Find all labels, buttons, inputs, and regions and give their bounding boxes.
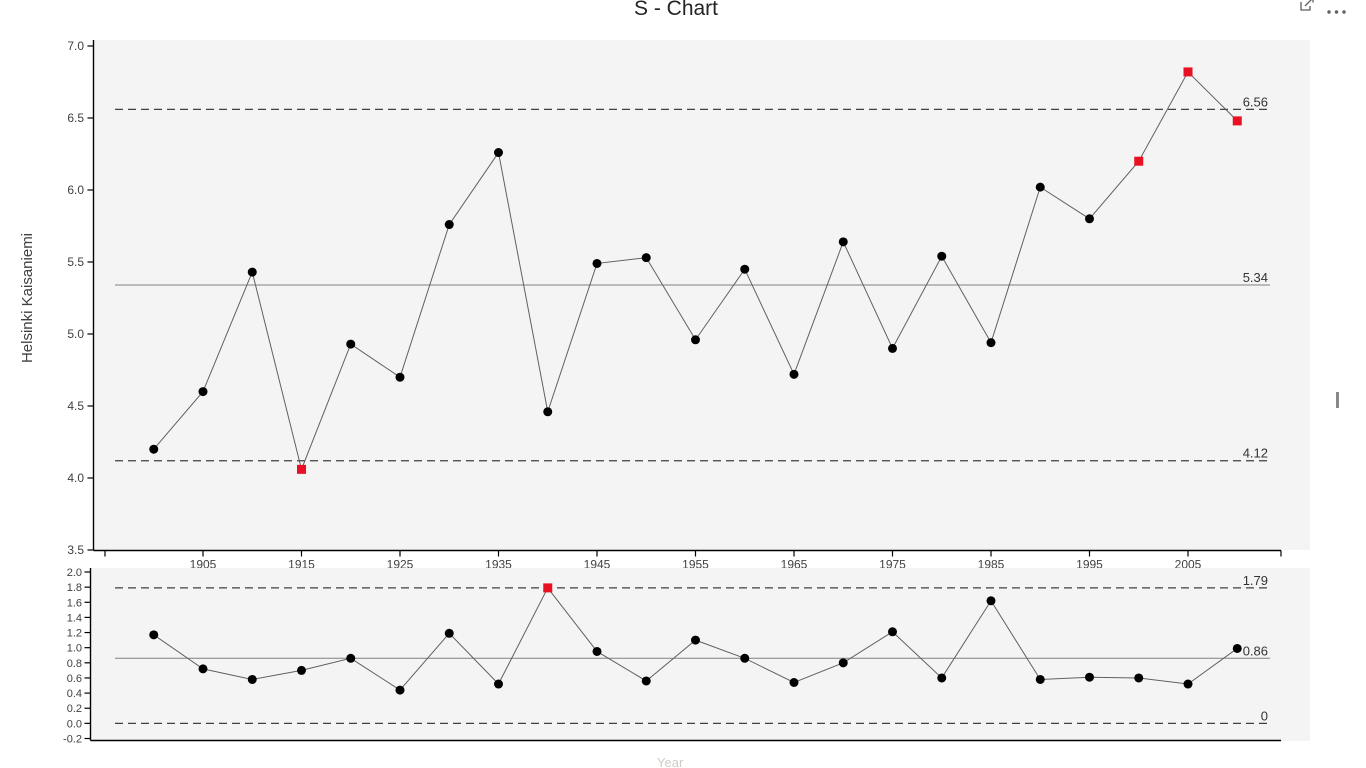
data-point[interactable] xyxy=(494,679,503,689)
data-point[interactable] xyxy=(691,635,700,645)
data-point[interactable] xyxy=(838,237,848,247)
y-tick-label: 4.0 xyxy=(67,471,84,485)
data-point[interactable] xyxy=(444,628,454,638)
data-point[interactable] xyxy=(838,658,848,668)
data-point[interactable] xyxy=(986,338,996,348)
data-point[interactable] xyxy=(395,685,405,695)
data-point[interactable] xyxy=(937,673,947,683)
cl-label: 5.34 xyxy=(1243,270,1268,285)
y-tick-label: -0.2 xyxy=(63,734,82,746)
data-point[interactable] xyxy=(444,220,454,230)
data-point[interactable] xyxy=(149,444,159,454)
data-point[interactable] xyxy=(1183,679,1193,689)
out-of-control-point[interactable] xyxy=(543,583,553,593)
data-point[interactable] xyxy=(641,253,651,263)
lcl-label: 0 xyxy=(1261,708,1268,723)
cl-label: 0.86 xyxy=(1243,643,1268,658)
y-tick-label: 6.0 xyxy=(67,183,84,197)
plot-area xyxy=(94,40,1310,550)
data-point[interactable] xyxy=(1134,673,1144,683)
data-point[interactable] xyxy=(888,343,897,353)
more-options-icon[interactable] xyxy=(1326,3,1348,21)
y-tick-label: 1.0 xyxy=(67,643,82,655)
out-of-control-point[interactable] xyxy=(297,464,306,474)
y-tick-label: 0.4 xyxy=(67,688,82,700)
data-point[interactable] xyxy=(789,369,799,379)
data-point[interactable] xyxy=(198,664,208,674)
data-point[interactable] xyxy=(691,335,700,345)
data-point[interactable] xyxy=(346,653,356,663)
ucl-label: 1.79 xyxy=(1243,573,1268,588)
data-point[interactable] xyxy=(494,148,503,158)
plot-area xyxy=(91,568,1310,741)
y-tick-label: 2.0 xyxy=(67,567,82,579)
data-point[interactable] xyxy=(247,267,257,277)
y-tick-label: 4.5 xyxy=(67,399,84,413)
y-tick-label: 0.6 xyxy=(67,673,82,685)
data-point[interactable] xyxy=(1035,674,1045,684)
y-tick-label: 1.6 xyxy=(67,597,82,609)
data-point[interactable] xyxy=(789,677,799,687)
data-point[interactable] xyxy=(986,596,996,606)
page-title: S - Chart xyxy=(633,0,719,20)
data-point[interactable] xyxy=(1085,214,1094,224)
visual-header xyxy=(1299,0,1348,21)
y-tick-label: 5.5 xyxy=(67,255,84,269)
data-point[interactable] xyxy=(297,665,306,675)
y-tick-label: 6.5 xyxy=(67,111,84,125)
data-point[interactable] xyxy=(1035,182,1045,192)
y-tick-label: 5.0 xyxy=(67,327,84,341)
y-tick-label: 1.8 xyxy=(67,582,82,594)
data-point[interactable] xyxy=(641,676,651,686)
data-point[interactable] xyxy=(247,674,257,684)
data-point[interactable] xyxy=(543,407,553,417)
data-point[interactable] xyxy=(937,251,947,261)
data-point[interactable] xyxy=(346,339,356,349)
x-axis-title-clipped: Year xyxy=(657,755,684,768)
y-axis-title: Helsinki Kaisaniemi xyxy=(19,233,36,363)
data-point[interactable] xyxy=(198,387,208,397)
data-point[interactable] xyxy=(740,653,750,663)
y-tick-label: 0.2 xyxy=(67,703,82,715)
data-point[interactable] xyxy=(592,258,602,268)
out-of-control-point[interactable] xyxy=(1232,116,1242,126)
y-tick-label: 0.8 xyxy=(67,658,82,670)
data-point[interactable] xyxy=(592,646,602,656)
data-point[interactable] xyxy=(395,372,405,382)
out-of-control-point[interactable] xyxy=(1134,156,1144,166)
y-tick-label: 1.2 xyxy=(67,628,82,640)
data-point[interactable] xyxy=(149,630,159,640)
data-point[interactable] xyxy=(1085,672,1094,682)
data-point[interactable] xyxy=(1232,643,1242,653)
y-tick-label: 1.4 xyxy=(67,612,82,624)
lcl-label: 4.12 xyxy=(1243,446,1268,461)
y-tick-label: 7.0 xyxy=(67,39,84,53)
resize-handle[interactable] xyxy=(1336,392,1339,408)
data-point[interactable] xyxy=(740,264,750,274)
y-tick-label: 3.5 xyxy=(67,543,84,557)
data-point[interactable] xyxy=(888,627,897,637)
out-of-control-point[interactable] xyxy=(1183,67,1193,77)
ucl-label: 6.56 xyxy=(1243,94,1268,109)
y-tick-label: 0.0 xyxy=(67,718,82,730)
focus-mode-icon[interactable] xyxy=(1299,0,1316,17)
